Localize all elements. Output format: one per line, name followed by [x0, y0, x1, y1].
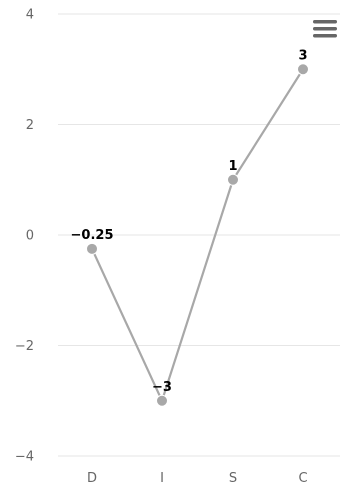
- grid-lines: [58, 13, 340, 457]
- data-point[interactable]: [86, 242, 98, 255]
- data-label: 1: [228, 159, 237, 174]
- y-axis-tick-labels: 4 2 0 −2 −4: [15, 8, 34, 465]
- series: [86, 63, 309, 407]
- x-tick-label: C: [298, 471, 307, 486]
- data-label: −0.25: [71, 228, 114, 243]
- menu-bar-top: [313, 20, 337, 24]
- y-tick-label: 2: [26, 118, 34, 133]
- data-label: 3: [298, 48, 307, 63]
- y-tick-label: 0: [26, 229, 34, 244]
- data-point[interactable]: [227, 173, 239, 186]
- x-tick-label: I: [160, 471, 164, 486]
- data-label: −3: [152, 380, 172, 395]
- data-point[interactable]: [156, 394, 168, 407]
- menu-bar-bottom: [313, 34, 337, 38]
- x-tick-label: D: [87, 471, 97, 486]
- series-line: [91, 68, 304, 404]
- hamburger-menu-icon[interactable]: [313, 20, 337, 38]
- data-labels: −0.25 −3 1 3: [71, 48, 308, 395]
- y-tick-label: 4: [26, 8, 34, 23]
- x-tick-label: S: [229, 471, 237, 486]
- menu-bar-middle: [313, 27, 337, 31]
- y-tick-label: −4: [15, 450, 34, 465]
- y-tick-label: −2: [15, 339, 34, 354]
- data-point[interactable]: [297, 63, 309, 76]
